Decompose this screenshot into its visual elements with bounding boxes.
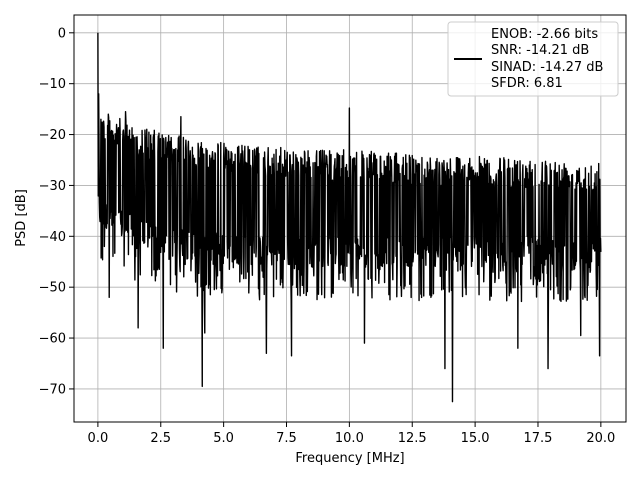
- plot-frame: [73, 14, 627, 423]
- x-axis: 0.0 2.5 5.0 7.5 10.0 12.5 15.0 17.5 20.0: [88, 422, 615, 446]
- y-tick-label: −20: [39, 128, 66, 143]
- x-tick-label: 0.0: [88, 431, 109, 446]
- y-tick-label: −40: [39, 230, 66, 245]
- y-tick-label: −70: [39, 382, 66, 397]
- y-tick-label: −50: [39, 281, 66, 296]
- x-tick-label: 7.5: [276, 431, 297, 446]
- series-psd: [97, 32, 602, 403]
- y-axis: 0 −10 −20 −30 −40 −50 −60 −70: [39, 26, 74, 397]
- y-tick-label: −10: [39, 77, 66, 92]
- x-tick-label: 12.5: [398, 431, 427, 446]
- x-tick-label: 5.0: [213, 431, 234, 446]
- x-axis-label: Frequency [MHz]: [295, 451, 404, 466]
- x-tick-label: 10.0: [335, 431, 364, 446]
- y-tick-label: −30: [39, 179, 66, 194]
- x-tick-label: 20.0: [586, 431, 615, 446]
- x-tick-label: 15.0: [461, 431, 490, 446]
- x-tick-label: 17.5: [524, 431, 553, 446]
- x-tick-label: 2.5: [150, 431, 171, 446]
- legend-line-sinad: SINAD: -14.27 dB: [491, 60, 603, 75]
- legend-line-enob: ENOB: -2.66 bits: [491, 27, 598, 42]
- y-tick-label: 0: [58, 26, 66, 41]
- y-axis-label: PSD [dB]: [14, 189, 29, 247]
- y-tick-label: −60: [39, 332, 66, 347]
- legend-line-sfdr: SFDR: 6.81: [491, 76, 563, 91]
- legend: ENOB: -2.66 bits SNR: -14.21 dB SINAD: -…: [447, 21, 619, 97]
- legend-line-snr: SNR: -14.21 dB: [491, 43, 589, 58]
- psd-line: [97, 32, 602, 403]
- legend-box: [447, 21, 619, 97]
